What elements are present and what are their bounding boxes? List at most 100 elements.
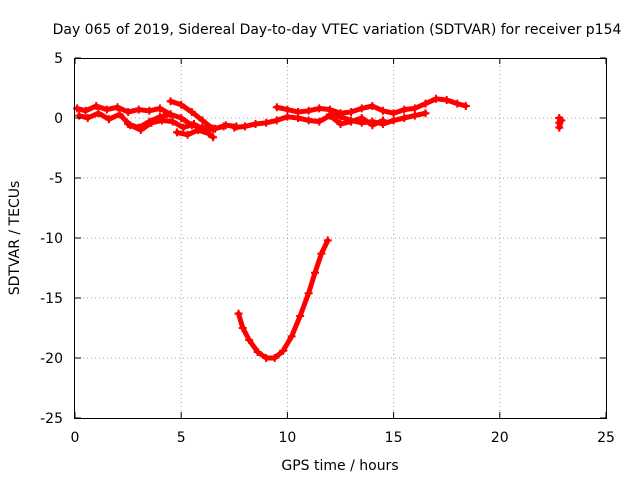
data-point <box>368 102 377 110</box>
data-point <box>240 122 249 131</box>
data-point <box>262 118 271 127</box>
data-point <box>389 116 398 125</box>
data-point <box>134 105 143 114</box>
data-point <box>230 123 239 132</box>
data-point <box>219 122 228 131</box>
data-point <box>270 354 279 362</box>
data-point <box>294 108 303 116</box>
data-point <box>187 108 196 116</box>
data-point <box>378 106 387 115</box>
y-tick-label: -5 <box>49 171 63 187</box>
y-tick-label: -10 <box>40 231 63 247</box>
data-points <box>73 94 566 362</box>
data-point <box>442 96 451 104</box>
data-point <box>400 114 409 122</box>
data-point <box>279 346 288 355</box>
series-track-h <box>325 109 430 128</box>
data-point <box>115 110 124 119</box>
data-point <box>145 106 154 115</box>
x-tick-label: 25 <box>597 430 615 446</box>
data-point <box>187 121 196 130</box>
data-point <box>166 110 175 119</box>
data-point <box>179 123 188 132</box>
data-point <box>410 111 419 120</box>
data-point <box>198 116 207 125</box>
data-point <box>317 249 326 258</box>
data-point <box>357 118 366 127</box>
data-point <box>92 102 101 110</box>
data-point <box>155 112 164 121</box>
data-point <box>194 126 203 134</box>
data-point <box>168 117 177 126</box>
data-point <box>134 123 143 132</box>
data-point <box>296 312 305 320</box>
series-track-d <box>166 97 218 133</box>
y-tick-label: 5 <box>54 51 63 67</box>
data-point <box>124 120 133 128</box>
data-point <box>177 100 186 109</box>
data-point <box>287 332 296 341</box>
data-point <box>389 109 398 118</box>
data-point <box>253 348 262 356</box>
series-track-a <box>73 102 175 119</box>
data-point <box>262 354 271 362</box>
data-point <box>209 124 218 133</box>
data-point <box>272 116 281 125</box>
data-point <box>113 103 122 112</box>
data-point <box>311 268 320 277</box>
data-point <box>325 110 334 119</box>
data-point <box>453 99 462 108</box>
data-point <box>304 116 313 125</box>
plot-frame <box>74 58 607 419</box>
series-track <box>327 110 428 127</box>
data-point <box>378 120 387 128</box>
series-track <box>125 111 227 132</box>
y-tick-label: -20 <box>40 351 63 367</box>
data-point <box>323 236 332 245</box>
x-tick-label: 10 <box>278 430 296 446</box>
data-point <box>557 116 566 125</box>
data-point <box>166 97 175 106</box>
data-point <box>172 128 181 137</box>
data-point <box>461 102 470 110</box>
axis-ticks: 0 5 10 15 20 25 -25 -20 -15 -10 -5 0 5 <box>40 51 615 446</box>
data-point <box>209 133 218 142</box>
data-point <box>145 117 154 126</box>
data-point <box>251 120 260 128</box>
data-point <box>81 106 90 115</box>
series-track-dip <box>234 236 332 362</box>
data-point <box>283 112 292 121</box>
data-point <box>315 117 324 126</box>
data-point <box>357 104 366 113</box>
data-point <box>238 324 247 332</box>
data-point <box>400 105 409 114</box>
data-point <box>272 103 281 112</box>
y-tick-label: -15 <box>40 291 63 307</box>
data-point <box>555 123 564 132</box>
data-point <box>432 94 441 103</box>
x-tick-label: 0 <box>71 430 80 446</box>
data-point <box>177 114 186 122</box>
data-point <box>204 129 213 138</box>
data-point <box>347 116 356 125</box>
series-track <box>74 103 174 117</box>
data-point <box>368 117 377 126</box>
data-point <box>421 109 430 118</box>
data-point <box>347 108 356 116</box>
x-tick-label: 20 <box>491 430 509 446</box>
data-point <box>183 130 192 139</box>
data-point <box>94 109 103 118</box>
data-point <box>245 336 254 344</box>
x-tick-label: 15 <box>385 430 403 446</box>
series-track-e <box>172 126 218 142</box>
series-track-i <box>555 114 566 132</box>
data-point <box>315 104 324 113</box>
data-point <box>124 108 133 116</box>
data-point <box>304 289 313 298</box>
data-point <box>421 99 430 108</box>
data-point <box>410 104 419 113</box>
data-point <box>336 112 345 121</box>
data-point <box>304 106 313 115</box>
